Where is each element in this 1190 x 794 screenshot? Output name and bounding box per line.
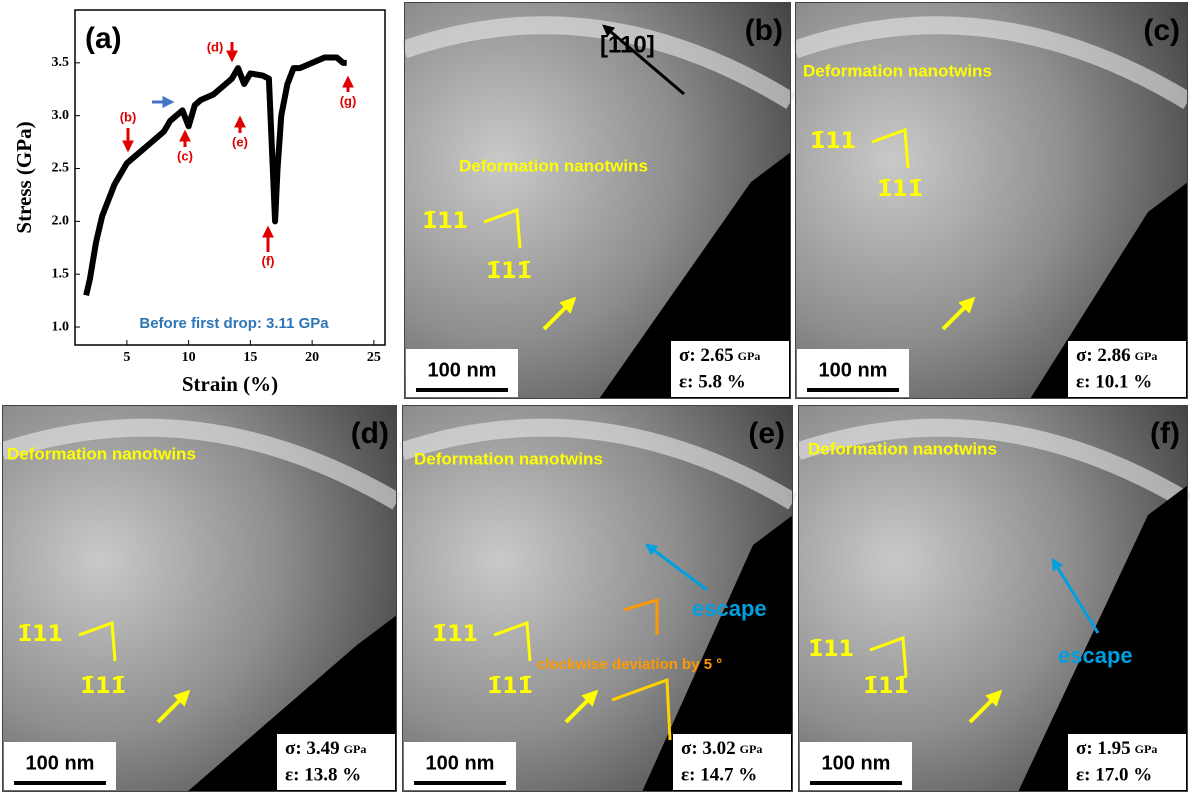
miller-index: 1̄11̄ (80, 674, 126, 699)
panel-label: (d) (351, 417, 389, 450)
scale-bar-label: 100 nm (26, 752, 95, 774)
panel-label: (b) (745, 14, 783, 47)
tem-panel: (b)Deformation nanotwins[110]1̄111̄11̄10… (404, 2, 791, 399)
stress-value: σ: 3.02 (681, 738, 736, 759)
marker-label: (b) (120, 109, 137, 124)
x-axis-label: Strain (%) (182, 372, 278, 396)
scale-bar-label: 100 nm (426, 752, 495, 774)
miller-index: 1̄11 (422, 209, 468, 234)
tem-panel: (f) Deformation nanotwins escape 1̄11 1̄11̄ 1… (798, 405, 1188, 792)
miller-index: 1̄11 (808, 637, 854, 662)
scale-bar-label: 100 nm (819, 359, 888, 381)
tem-panel: (d) Deformation nanotwins 1̄11 1̄11̄ 100 nm σ… (2, 405, 397, 792)
annotation: escape (1058, 643, 1133, 668)
miller-index: 1̄11̄ (487, 674, 533, 699)
annotation: Deformation nanotwins (7, 444, 196, 463)
strain-readout: ε: 17.0 % (1076, 764, 1152, 785)
figure: 5 10 15 20 25 1.0 1.5 2.0 2.5 3.0 3.5 Strain (%) Str… (0, 0, 1190, 794)
annotation: Deformation nanotwins (459, 156, 648, 175)
annotation: clockwise deviation by 5 ° (537, 656, 722, 673)
y-tick-label: 1.5 (52, 266, 70, 281)
marker-label: (g) (340, 93, 357, 108)
tem-panel: (e) Deformation nanotwins escape clockwise … (402, 405, 793, 792)
stress-value: σ: 3.49 (285, 738, 340, 759)
x-tick-label: 5 (123, 350, 130, 365)
strain-readout: ε: 13.8 % (285, 764, 361, 785)
marker-label: (d) (207, 39, 224, 54)
scale-bar-label: 100 nm (428, 359, 497, 381)
panel-label: (a) (85, 22, 122, 55)
y-tick-label: 3.0 (52, 108, 70, 123)
panel-label: (e) (748, 417, 785, 450)
x-tick-label: 10 (182, 350, 196, 365)
annotation: escape (692, 596, 767, 621)
marker-label: (e) (232, 134, 248, 149)
stress-unit: GPa (344, 742, 367, 756)
panel-label: (c) (1143, 14, 1180, 47)
miller-index: 1̄11̄ (486, 259, 532, 284)
stress-strain-curve (86, 58, 347, 296)
miller-index: 1̄11 (17, 622, 63, 647)
y-tick-label: 2.5 (52, 161, 70, 176)
stress-unit: GPa (738, 349, 761, 363)
scale-bar-label: 100 nm (822, 752, 891, 774)
strain-readout: ε: 5.8 % (679, 371, 746, 392)
marker-label: (c) (177, 148, 193, 163)
y-tick-label: 3.5 (52, 55, 70, 70)
stress-unit: GPa (1135, 349, 1158, 363)
miller-index: 1̄11̄ (863, 674, 909, 699)
y-tick-label: 2.0 (52, 214, 70, 229)
annotation: Deformation nanotwins (803, 61, 992, 80)
stress-unit: GPa (1135, 742, 1158, 756)
marker-label: (f) (262, 253, 275, 268)
miller-index: 1̄11 (432, 622, 478, 647)
x-tick-label: 15 (243, 350, 257, 365)
miller-index: 1̄11̄ (877, 177, 923, 202)
annotation: Deformation nanotwins (808, 439, 997, 458)
stress-value: σ: 2.86 (1076, 345, 1131, 366)
strain-readout: ε: 14.7 % (681, 764, 757, 785)
y-tick-label: 1.0 (52, 319, 70, 334)
miller-index: 1̄11 (810, 129, 856, 154)
y-axis-label: Stress (GPa) (12, 121, 36, 233)
stress-value: σ: 2.65 (679, 345, 734, 366)
panel-label: (f) (1150, 417, 1180, 450)
annotation: Deformation nanotwins (414, 449, 603, 468)
strain-readout: ε: 10.1 % (1076, 371, 1152, 392)
tem-panel: (c) Deformation nanotwins 1̄11 1̄11̄ 100 nm σ… (795, 2, 1188, 399)
x-tick-label: 20 (305, 350, 319, 365)
x-tick-label: 25 (367, 350, 381, 365)
annotation: Before first drop: 3.11 GPa (139, 315, 329, 332)
stress-unit: GPa (740, 742, 763, 756)
stress-value: σ: 1.95 (1076, 738, 1131, 759)
